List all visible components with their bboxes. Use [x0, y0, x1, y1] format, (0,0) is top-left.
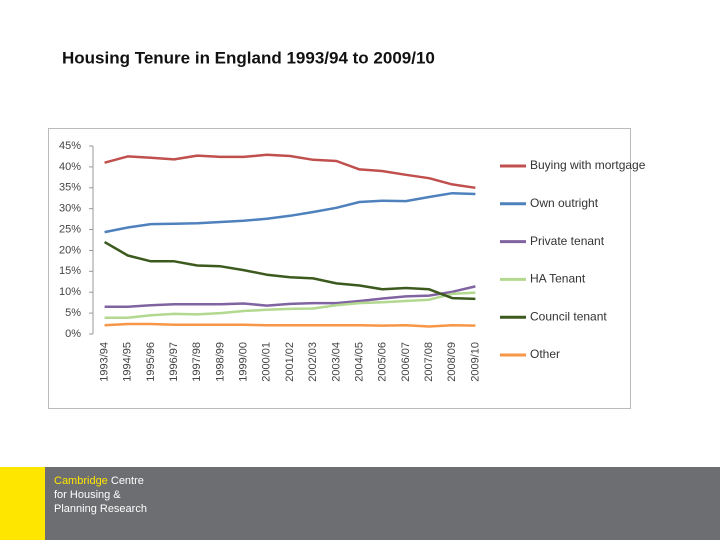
footer-band — [0, 467, 720, 540]
footer-text: Centre — [111, 475, 144, 487]
x-tick-label: 1995/96 — [145, 342, 157, 382]
x-tick-label: 2007/08 — [423, 342, 435, 382]
x-tick-label: 1994/95 — [122, 342, 134, 382]
y-tick-label: 15% — [59, 265, 81, 277]
legend-label: Private tenant — [530, 234, 605, 248]
x-tick-label: 2001/02 — [284, 342, 296, 382]
series-line — [104, 285, 476, 309]
series-line — [104, 291, 476, 319]
x-tick-label: 2002/03 — [307, 342, 319, 382]
series-line — [104, 153, 476, 190]
legend-label: Council tenant — [530, 309, 607, 323]
slide-title: Housing Tenure in England 1993/94 to 200… — [62, 48, 435, 67]
y-tick-label: 20% — [59, 244, 81, 256]
x-tick-label: 1998/99 — [214, 342, 226, 382]
x-tick-label: 1993/94 — [98, 342, 110, 382]
series-line — [103, 241, 476, 301]
series-line — [104, 322, 476, 328]
x-tick-label: 2004/05 — [353, 342, 365, 382]
x-tick-label: 2003/04 — [330, 342, 342, 382]
y-tick-label: 25% — [59, 223, 81, 235]
legend-label: Buying with mortgage — [530, 158, 646, 172]
legend-label: HA Tenant — [530, 272, 586, 286]
x-tick-label: 1997/98 — [191, 342, 203, 382]
x-tick-label: 1996/97 — [168, 342, 180, 382]
x-tick-label: 1999/00 — [238, 342, 250, 382]
footer-line: Cambridge Centre — [54, 475, 144, 487]
x-tick-label: 2008/09 — [446, 342, 458, 382]
y-tick-label: 5% — [65, 307, 81, 319]
footer-text: for Housing & — [54, 489, 121, 501]
footer-text: Planning Research — [54, 503, 147, 515]
x-tick-label: 2006/07 — [400, 342, 412, 382]
y-tick-label: 35% — [59, 182, 81, 194]
chart-frame — [48, 128, 631, 409]
legend-label: Own outright — [530, 196, 599, 210]
y-tick-label: 45% — [59, 140, 81, 152]
y-tick-label: 10% — [59, 286, 81, 298]
y-tick-label: 40% — [59, 161, 81, 173]
x-tick-label: 2000/01 — [261, 342, 273, 382]
x-tick-label: 2009/10 — [469, 342, 481, 382]
series-line — [104, 191, 476, 234]
footer-accent — [0, 467, 45, 540]
y-tick-label: 30% — [59, 203, 81, 215]
footer-brand: Cambridge — [54, 475, 108, 487]
legend-label: Other — [530, 347, 560, 361]
y-tick-label: 0% — [65, 328, 81, 340]
x-tick-label: 2005/06 — [377, 342, 389, 382]
